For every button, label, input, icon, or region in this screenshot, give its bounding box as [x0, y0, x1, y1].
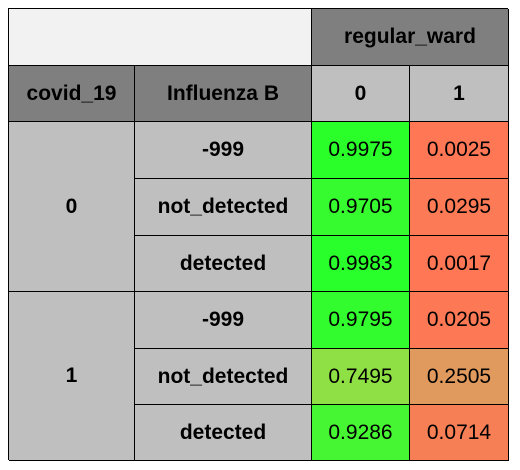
value-cell: 0.0205	[410, 292, 509, 349]
influenza-b-label: -999	[135, 122, 312, 179]
crosstab-table: regular_ward covid_19 Influenza B 0 1 0 …	[8, 8, 509, 461]
value-cell: 0.9705	[312, 179, 410, 236]
value-cell: 0.0714	[410, 405, 509, 461]
covid19-group-label: 0	[9, 122, 135, 292]
column-header-1: 1	[410, 66, 509, 122]
value-cell: 0.0017	[410, 236, 509, 292]
corner-blank-cell	[9, 9, 312, 66]
value-cell: 0.7495	[312, 349, 410, 405]
value-cell: 0.0025	[410, 122, 509, 179]
value-cell: 0.9975	[312, 122, 410, 179]
value-cell: 0.9795	[312, 292, 410, 349]
column-header-0: 0	[312, 66, 410, 122]
influenza-b-label: -999	[135, 292, 312, 349]
covid19-group-label: 1	[9, 292, 135, 461]
value-cell: 0.0295	[410, 179, 509, 236]
value-cell: 0.9286	[312, 405, 410, 461]
index-header-covid19: covid_19	[9, 66, 135, 122]
influenza-b-label: not_detected	[135, 349, 312, 405]
value-cell: 0.9983	[312, 236, 410, 292]
influenza-b-label: detected	[135, 236, 312, 292]
index-header-influenza-b: Influenza B	[135, 66, 312, 122]
value-cell: 0.2505	[410, 349, 509, 405]
influenza-b-label: detected	[135, 405, 312, 461]
influenza-b-label: not_detected	[135, 179, 312, 236]
column-group-header: regular_ward	[312, 9, 509, 66]
